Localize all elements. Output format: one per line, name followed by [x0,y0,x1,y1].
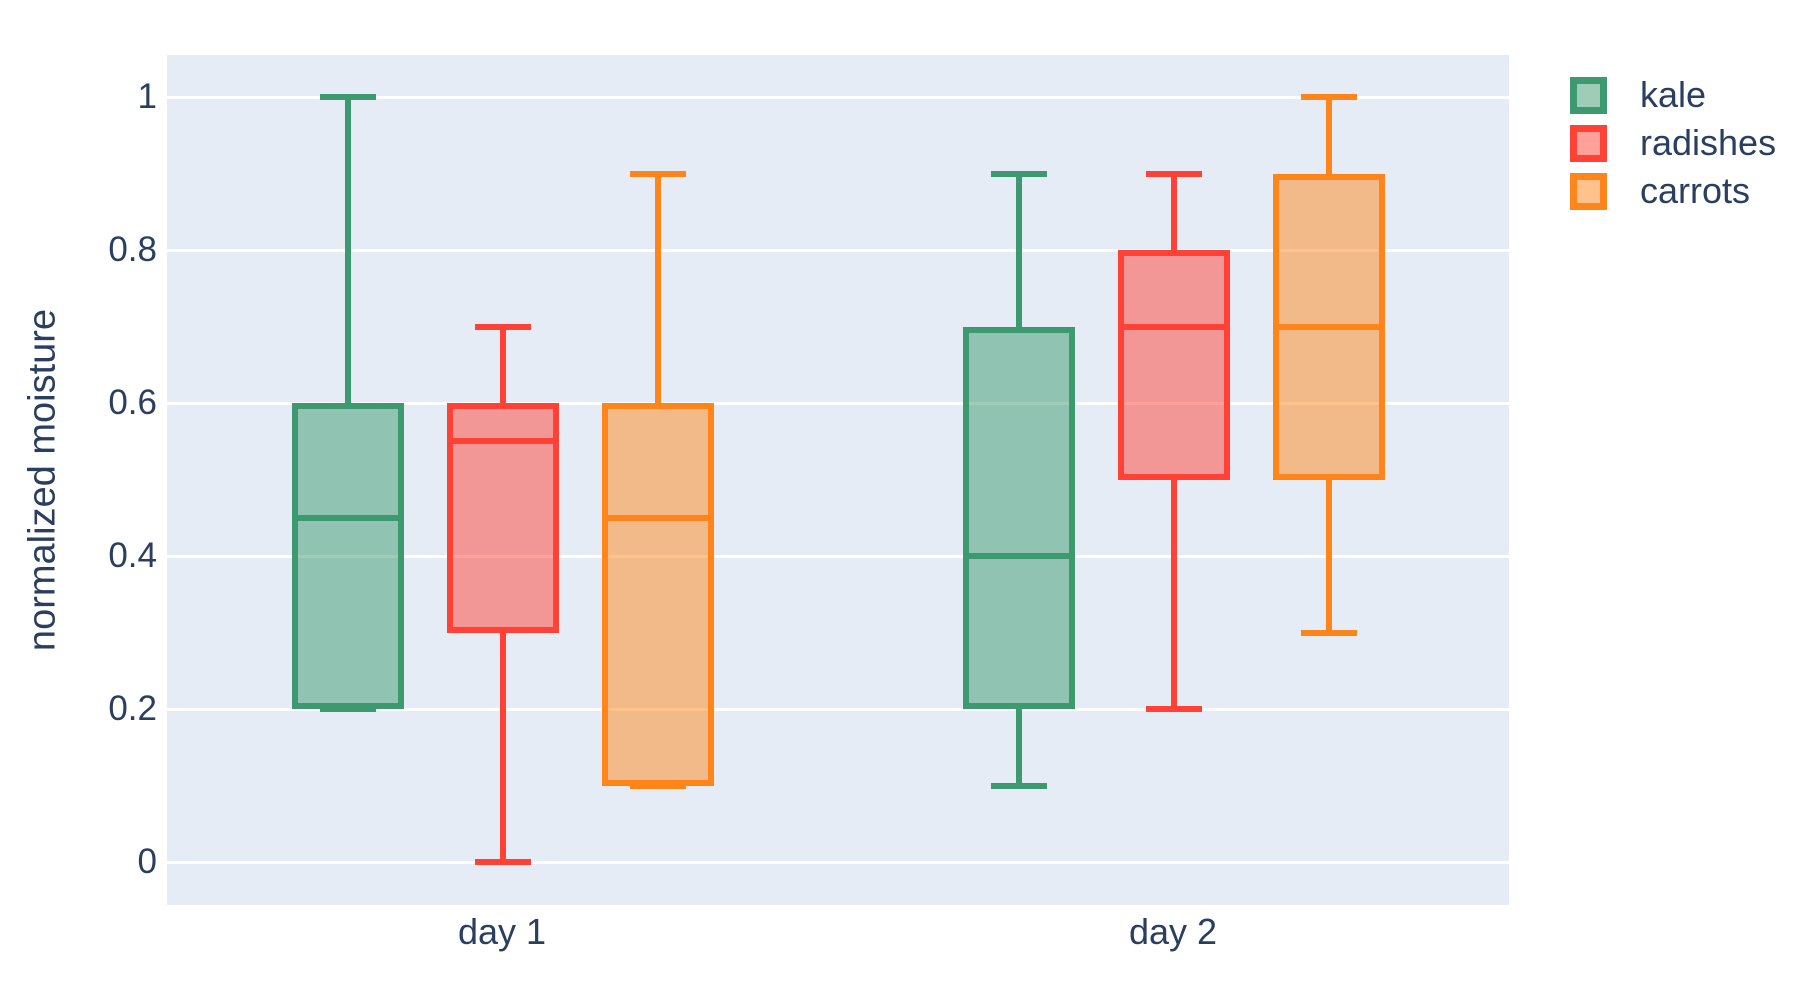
y-tick-0.8: 0.8 [108,230,157,269]
legend-label-carrots: carrots [1640,170,1751,211]
whisker-cap-upper-radishes-day-1 [474,323,531,330]
median-radishes-day-2 [1117,323,1230,330]
gridline-0.6 [167,401,1509,405]
box-radishes-day-2[interactable] [1117,250,1230,480]
plot-area[interactable] [167,55,1509,905]
whisker-upper-kale-day-1 [344,97,351,403]
whisker-lower-radishes-day-1 [499,632,506,862]
median-carrots-day-1 [601,514,714,521]
box-carrots-day-1[interactable] [601,403,714,786]
gridline-1 [167,95,1509,99]
legend-item-carrots[interactable]: carrots [1570,167,1776,215]
whisker-upper-carrots-day-1 [654,173,661,403]
median-kale-day-2 [962,553,1075,559]
gridline-0.8 [167,248,1509,252]
legend: kale radishes carrots [1570,71,1776,215]
y-tick-0.6: 0.6 [108,383,157,422]
legend-swatch-carrots-icon [1570,172,1607,210]
whisker-upper-carrots-day-2 [1325,97,1332,174]
box-kale-day-2[interactable] [962,326,1075,709]
legend-item-radishes[interactable]: radishes [1570,119,1776,167]
y-tick-0: 0 [137,842,157,881]
whisker-cap-upper-kale-day-2 [990,170,1047,177]
median-radishes-day-1 [446,438,559,445]
legend-swatch-kale-icon [1570,76,1607,114]
whisker-upper-radishes-day-1 [499,326,506,403]
whisker-cap-upper-radishes-day-2 [1145,170,1202,177]
legend-label-kale: kale [1640,74,1707,115]
gridline-0 [167,860,1509,864]
y-axis-title: normalized moisture [21,308,64,652]
whisker-upper-radishes-day-2 [1170,173,1177,250]
whisker-cap-lower-carrots-day-1 [629,782,686,789]
gridline-0.2 [167,707,1509,711]
x-tick-day-2: day 2 [1128,911,1218,952]
median-carrots-day-2 [1272,323,1385,330]
legend-label-radishes: radishes [1640,122,1777,163]
whisker-cap-upper-kale-day-1 [319,94,376,100]
whisker-cap-lower-radishes-day-2 [1145,706,1202,712]
y-tick-0.2: 0.2 [108,689,157,728]
x-tick-day-1: day 1 [457,911,547,952]
whisker-cap-upper-carrots-day-2 [1300,94,1357,100]
whisker-cap-upper-carrots-day-1 [629,170,686,177]
whisker-cap-lower-kale-day-1 [319,706,376,712]
y-tick-1: 1 [137,77,157,116]
whisker-lower-radishes-day-2 [1170,479,1177,709]
gridline-0.4 [167,554,1509,558]
whisker-cap-lower-carrots-day-2 [1300,629,1357,636]
y-tick-0.4: 0.4 [108,536,157,575]
legend-swatch-radishes-icon [1570,124,1607,162]
whisker-lower-carrots-day-2 [1325,479,1332,633]
whisker-upper-kale-day-2 [1015,173,1022,327]
whisker-cap-lower-radishes-day-1 [474,859,531,865]
whisker-cap-lower-kale-day-2 [990,782,1047,789]
legend-item-kale[interactable]: kale [1570,71,1776,119]
box-kale-day-1[interactable] [291,403,404,709]
whisker-lower-kale-day-2 [1015,709,1022,786]
median-kale-day-1 [291,514,404,521]
